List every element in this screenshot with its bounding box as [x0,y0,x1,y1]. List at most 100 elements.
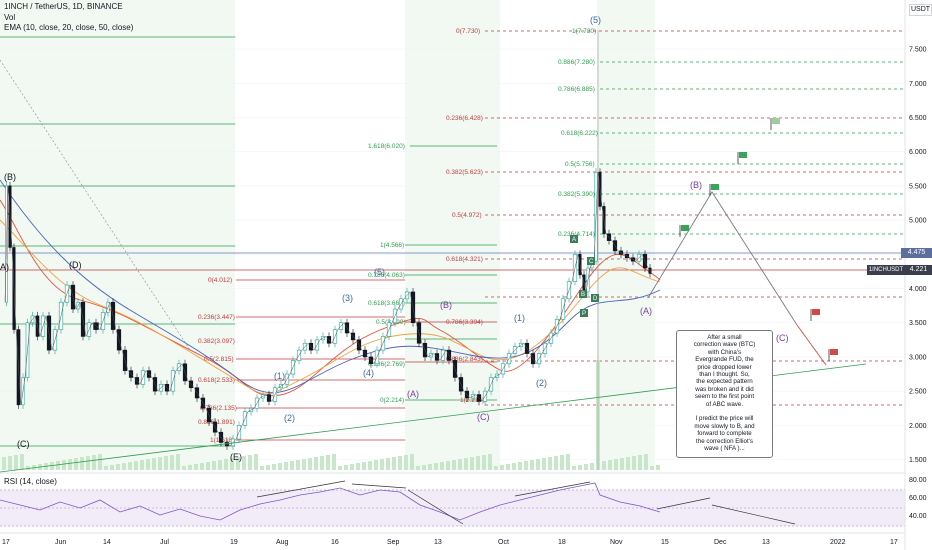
y-tick-label: 5.500 [909,183,927,190]
y-tick-label: 6.500 [909,115,927,122]
volume-bar [488,454,492,470]
svg-text:0.618(2.533): 0.618(2.533) [198,377,235,384]
svg-text:1(2.214): 1(2.214) [460,397,484,404]
volume-bar [494,466,498,470]
svg-text:A: A [572,237,576,243]
volume-bar [374,460,378,470]
volume-bar [248,455,252,470]
x-tick-label: 13 [434,539,442,546]
volume-bar [536,459,540,470]
volume-bar [590,463,594,470]
volume-bar [272,464,276,470]
volume-bar [194,464,198,470]
volume-bar [8,456,12,470]
y-tick-label: 6.000 [909,149,927,156]
svg-text:0.786(2.135): 0.786(2.135) [200,405,237,412]
svg-text:B: B [581,292,585,298]
y-tick-label: 3.500 [909,320,927,327]
x-tick-label: Sep [387,539,400,546]
volume-bar [644,454,648,470]
flag-icon [679,225,689,237]
volume-bar [650,466,654,470]
svg-text:0.618(4.321): 0.618(4.321) [446,256,483,263]
volume-bar [2,457,6,470]
svg-text:(3): (3) [342,293,353,303]
time-axis: 17 Jun 14 Jul 19 Aug 16 Sep 13 Oct 18 Nov 15 Dec 13 202… [0,532,905,546]
volume-bar [656,465,660,470]
volume-bar [440,462,444,470]
flag-icon [709,184,719,196]
volume-bar [632,456,636,470]
rsi-tick-label: 80.00 [909,477,927,484]
volume-bar [284,462,288,470]
volume-bar [356,463,360,470]
svg-text:C: C [589,259,594,265]
svg-text:(1): (1) [274,371,285,381]
svg-text:0.236(6.428): 0.236(6.428) [446,115,483,122]
volume-bar [56,461,60,470]
volume-bar [206,462,210,470]
volume-bar [116,464,120,470]
volume-bar [362,462,366,470]
volume-bar [68,459,72,470]
svg-text:(D): (D) [69,260,82,270]
volume-bar [122,463,126,470]
svg-text:1(4.566): 1(4.566) [380,242,404,249]
x-tick-label: Aug [276,539,289,546]
volume-bar [212,461,216,470]
volume-bar [326,455,330,470]
y-tick-label: 7.000 [909,81,927,88]
x-tick-label: 15 [661,539,669,546]
x-tick-label: Jul [160,539,169,546]
volume-bar [416,466,420,470]
price-line [4,172,653,447]
svg-text:(C): (C) [477,412,490,422]
svg-text:(B): (B) [690,180,702,190]
svg-text:A): A) [0,262,9,272]
volume-bar [218,460,222,470]
volume-bar [278,463,282,470]
price-badge-last: 4.221 [905,265,932,275]
price-badge-symbol: 1INCHUSDT [867,265,905,275]
svg-text:(A): (A) [640,306,652,316]
volume-bar [50,462,54,470]
chart-symbol-title: 1INCH / TetherUS, 1D, BINANCE [4,2,123,11]
volume-bar [608,460,612,470]
svg-text:0.786(6.885): 0.786(6.885) [558,86,595,93]
volume-bar [512,463,516,470]
volume-bar [182,466,186,470]
svg-text:(C): (C) [776,333,789,343]
x-tick-label: 2022 [830,539,846,546]
volume-bar [500,465,504,470]
volume-bar [578,465,582,470]
volume-bar [464,458,468,470]
volume-bar [110,465,114,470]
volume-bar [146,459,150,470]
svg-text:(5): (5) [590,15,601,25]
volume-bar [92,455,96,470]
volume-bar [446,461,450,470]
price-badge-current: 4.475 [901,248,932,258]
volume-bar [98,454,102,470]
volume-bar [320,456,324,470]
volume-bar [338,466,342,470]
point-markers: A C D P B [570,235,599,317]
x-tick-label: Dec [714,539,727,546]
volume-bar [458,459,462,470]
volume-bar [80,457,84,470]
svg-text:(B): (B) [4,172,16,182]
y-tick-label: 2.500 [909,389,927,396]
volume-bar [530,460,534,470]
volume-bar [518,462,522,470]
volume-bar [26,466,30,470]
volume-bar [332,454,336,470]
volume-bar [410,454,414,470]
svg-text:P: P [582,311,586,317]
svg-text:0.236(3.447): 0.236(3.447) [198,314,235,321]
volume-bar [584,464,588,470]
svg-text:0.618(6.222): 0.618(6.222) [561,130,598,137]
y-tick-label: 2.000 [909,423,927,430]
y-tick-label: 5.000 [909,218,927,225]
svg-text:0(7.730): 0(7.730) [456,28,480,35]
